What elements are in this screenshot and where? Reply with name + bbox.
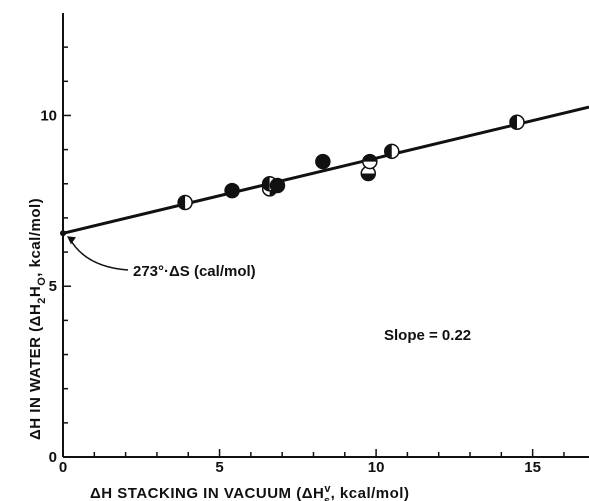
intercept-annotation: 273°·ΔS (cal/mol) bbox=[133, 263, 256, 280]
fit-line bbox=[62, 105, 589, 235]
x-tick-label: 15 bbox=[524, 459, 541, 476]
y-axis-label: ΔH IN WATER (ΔH2HO, kcal/mol) bbox=[27, 198, 48, 440]
data-point bbox=[269, 177, 286, 194]
data-point bbox=[509, 114, 525, 131]
intercept-point bbox=[60, 230, 66, 237]
labels: ΔH STACKING IN VACUUM (ΔHv s, kcal/mol) ΔH… bbox=[27, 198, 471, 501]
slope-annotation: Slope = 0.22 bbox=[384, 327, 471, 344]
axes bbox=[62, 13, 589, 458]
y-tick-label: 10 bbox=[40, 107, 57, 124]
ticks: 0 5 10 15 0 5 10 bbox=[40, 46, 565, 476]
fit-line-group bbox=[62, 105, 589, 235]
arrow-head bbox=[67, 236, 76, 245]
data-point bbox=[224, 182, 240, 199]
x-tick-label: 0 bbox=[59, 459, 67, 476]
data-point bbox=[315, 153, 331, 170]
y-tick-label: 0 bbox=[49, 449, 57, 466]
y-tick-label: 5 bbox=[49, 278, 57, 295]
annotation-arrow bbox=[68, 236, 129, 271]
data-point bbox=[177, 194, 193, 211]
data-point bbox=[384, 143, 400, 160]
x-tick-label: 10 bbox=[368, 459, 385, 476]
x-axis-label: ΔH STACKING IN VACUUM (ΔHv s, kcal/mol) bbox=[90, 483, 409, 501]
x-tick-label: 5 bbox=[215, 459, 223, 476]
data-point bbox=[362, 153, 378, 170]
data-points bbox=[177, 114, 525, 211]
